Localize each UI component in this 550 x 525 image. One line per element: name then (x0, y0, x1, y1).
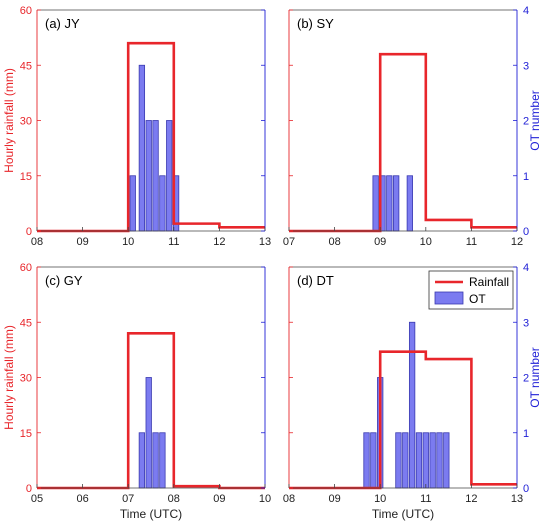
ot-bar (166, 120, 173, 232)
x-tick-label: 09 (328, 493, 340, 505)
x-tick-label: 12 (213, 236, 225, 248)
x-tick-label: 12 (465, 493, 477, 505)
ot-bar (443, 432, 450, 489)
ot-bar (370, 432, 377, 489)
y-tick-label: 45 (20, 60, 32, 72)
ot-bar (406, 175, 413, 232)
ot-bar (138, 432, 146, 489)
x-tick-label: 10 (122, 236, 134, 248)
legend-ot-swatch (434, 291, 464, 305)
x-tick-label: 08 (168, 493, 180, 505)
ot-bar (436, 432, 443, 489)
ot-bar (159, 175, 166, 232)
y-axis-label: Hourly rainfall (mm) (2, 325, 16, 430)
y-tick-label: 15 (20, 171, 32, 183)
y-tick-label: 0 (26, 226, 32, 238)
x-tick-label: 13 (259, 236, 271, 248)
y2-tick-label: 4 (523, 5, 529, 17)
y2-axis-label: OT number (528, 347, 542, 407)
y2-tick-label: 0 (523, 483, 529, 495)
x-tick-label: 09 (76, 236, 88, 248)
x-tick-label: 06 (76, 493, 88, 505)
ot-bar (372, 175, 379, 232)
x-tick-label: 07 (122, 493, 134, 505)
x-tick-label: 13 (511, 493, 523, 505)
panel-title: (b) SY (297, 16, 334, 31)
x-tick-label: 10 (420, 236, 432, 248)
y-axis-label: Hourly rainfall (mm) (2, 68, 16, 173)
x-tick-label: 08 (31, 236, 43, 248)
x-tick-label: 05 (31, 493, 43, 505)
ot-bar (145, 120, 152, 232)
x-tick-label: 12 (511, 236, 523, 248)
x-axis-label: Time (UTC) (120, 507, 182, 521)
ot-bar (386, 175, 393, 232)
y-tick-label: 60 (20, 5, 32, 17)
y-tick-label: 45 (20, 317, 32, 329)
y-tick-label: 0 (26, 483, 32, 495)
rainfall-line (289, 52, 517, 233)
legend-rainfall-label: Rainfall (469, 275, 509, 289)
y2-tick-label: 0 (523, 226, 529, 238)
x-tick-label: 09 (374, 236, 386, 248)
ot-bar (363, 432, 370, 489)
y2-tick-label: 1 (523, 428, 529, 440)
ot-bar (138, 64, 146, 232)
x-tick-label: 11 (168, 236, 179, 248)
legend: Rainfall OT (428, 270, 514, 310)
x-tick-label: 10 (374, 493, 386, 505)
y2-tick-label: 2 (523, 116, 529, 128)
panel-title: (d) DT (297, 273, 334, 288)
y-tick-label: 30 (20, 116, 32, 128)
y2-tick-label: 2 (523, 373, 529, 385)
x-tick-label: 11 (420, 493, 431, 505)
y2-tick-label: 3 (523, 60, 529, 72)
ot-bar (152, 120, 159, 232)
ot-bar (129, 175, 136, 232)
y2-tick-label: 3 (523, 317, 529, 329)
x-tick-label: 08 (328, 236, 340, 248)
y2-tick-label: 1 (523, 171, 529, 183)
ot-bar (393, 175, 400, 232)
x-tick-label: 09 (213, 493, 225, 505)
ot-bar (152, 432, 159, 489)
ot-bar (422, 432, 429, 489)
panel-2: 05 06 07 08 09 10 0 15 30 45 60 (c) GY Hourly rainfa… (2, 262, 271, 521)
x-tick-label: 07 (283, 236, 295, 248)
panel-0: 08 09 10 11 12 13 0 15 30 45 60 (a) JY Hourly rainfa… (2, 5, 271, 248)
y2-tick-label: 4 (523, 262, 529, 274)
ot-bar (408, 321, 416, 489)
ot-bar (159, 432, 166, 489)
ot-bar (395, 432, 402, 489)
ot-bar (415, 432, 423, 489)
ot-bar (145, 377, 152, 489)
legend-ot-label: OT (469, 292, 486, 306)
y-tick-label: 30 (20, 373, 32, 385)
y-tick-label: 60 (20, 262, 32, 274)
ot-bar (402, 432, 409, 489)
panel-title: (a) JY (45, 16, 80, 31)
y2-axis-label: OT number (528, 90, 542, 150)
x-axis-label: Time (UTC) (372, 507, 434, 521)
y-tick-label: 15 (20, 428, 32, 440)
ot-bar (429, 432, 436, 489)
panel-title: (c) GY (45, 273, 83, 288)
x-tick-label: 10 (259, 493, 271, 505)
x-tick-label: 08 (283, 493, 295, 505)
x-tick-label: 11 (466, 236, 477, 248)
